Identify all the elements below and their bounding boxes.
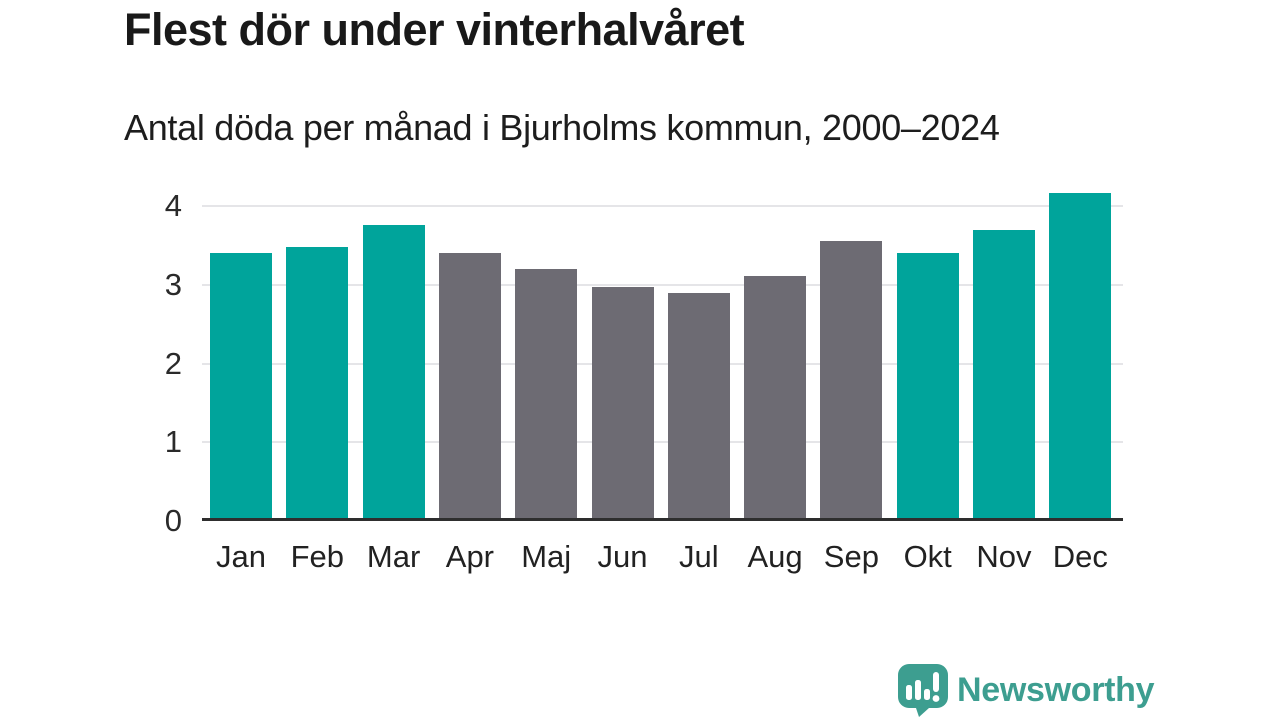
x-tick-label-aug: Aug [747,539,803,574]
x-tick-label-apr: Apr [445,539,495,574]
x-tick-label-jul: Jul [678,539,719,574]
bar-jul [667,293,730,521]
x-tick-label-okt: Okt [903,539,952,574]
bar-dec [1049,193,1112,521]
bar-okt [896,253,959,521]
x-axis-line [202,518,1123,521]
bar-feb [286,246,349,521]
x-tick-label-dec: Dec [1052,539,1108,574]
x-tick-label-maj: Maj [521,539,572,574]
bar-nov [973,230,1035,521]
gridline-2 [202,362,1123,365]
x-tick-label-mar: Mar [366,539,421,574]
gridline-1 [202,441,1123,444]
gridline-3 [202,283,1123,286]
gridline-4 [202,205,1123,207]
brand-logo: Newsworthy [898,664,1155,717]
bar-mar [362,224,425,521]
chart-subtitle: Antal döda per månad i Bjurholms kommun,… [124,107,1000,148]
bar-sep [820,240,883,521]
chart-title: Flest dör under vinterhalvåret [124,4,745,55]
bar-maj [515,269,578,521]
y-tick-label-2: 2 [164,345,182,381]
x-tick-label-nov: Nov [976,539,1032,574]
y-tick-label-1: 1 [164,424,182,460]
y-tick-label-4: 4 [164,188,182,223]
bar-apr [438,253,501,521]
x-tick-label-feb: Feb [290,539,344,574]
newsworthy-bar-chart-bubble-icon [898,664,948,717]
y-tick-label-0: 0 [164,503,182,538]
brand-wordmark: Newsworthy [957,671,1155,709]
bar-aug [744,276,807,521]
bar-jun [591,287,654,521]
plot-area [202,170,1123,521]
x-tick-label-jan: Jan [216,539,266,574]
x-tick-label-sep: Sep [823,539,879,574]
bar-jan [210,253,272,521]
x-tick-label-jun: Jun [597,539,648,574]
y-tick-label-3: 3 [164,266,182,302]
